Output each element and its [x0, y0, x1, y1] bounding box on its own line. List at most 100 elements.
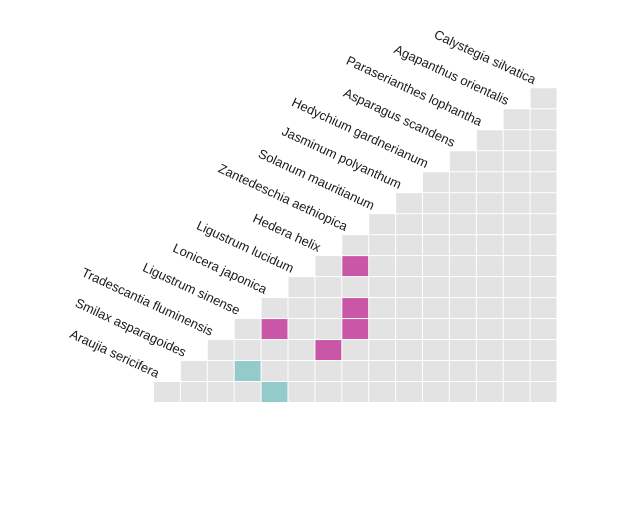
species-label-jasminum-polyanthum: Jasminum polyanthum: [280, 123, 404, 192]
heatmap-cell-solanum-mauritianum-hedera-helix: [369, 256, 396, 277]
heatmap-cell-zantedeschia-aethiopica-ligustrum-lucidum: [342, 277, 369, 298]
heatmap-cell-zantedeschia-aethiopica-hedera-helix: [342, 256, 369, 277]
heatmap-cell-agapanthus-orientalis-asparagus-scandens: [503, 151, 530, 172]
heatmap-cell-hedychium-gardnerianum-zantedeschia-aethiopica: [423, 235, 449, 256]
heatmap-cell-hedychium-gardnerianum-tradescantia-fluminensis: [423, 340, 449, 361]
heatmap-cell-hedychium-gardnerianum-araujia-sericifera: [423, 382, 449, 402]
heatmap-cell-calystegia-silvatica-smilax-asparagoides: [530, 361, 557, 382]
heatmap-cell-asparagus-scandens-asparagus-scandens: [449, 151, 476, 172]
heatmap-cell-ligustrum-sinense-tradescantia-fluminensis: [234, 340, 261, 361]
heatmap-cell-paraserianthes-lophantha-solanum-mauritianum: [476, 214, 503, 235]
heatmap-cell-paraserianthes-lophantha-ligustrum-sinense: [476, 319, 503, 340]
heatmap-cell-paraserianthes-lophantha-zantedeschia-aethiopica: [476, 235, 503, 256]
heatmap-cell-paraserianthes-lophantha-ligustrum-lucidum: [476, 277, 503, 298]
heatmap-cell-hedera-helix-hedera-helix: [315, 256, 342, 277]
heatmap-cell-solanum-mauritianum-tradescantia-fluminensis: [369, 340, 396, 361]
heatmap-cell-calystegia-silvatica-asparagus-scandens: [530, 151, 557, 172]
heatmap-cell-hedychium-gardnerianum-ligustrum-sinense: [423, 319, 449, 340]
heatmap-cell-hedera-helix-araujia-sericifera: [315, 382, 342, 402]
heatmap-cell-agapanthus-orientalis-hedychium-gardnerianum: [503, 172, 530, 193]
heatmap-cell-asparagus-scandens-araujia-sericifera: [449, 382, 476, 402]
heatmap-cell-lonicera-japonica-tradescantia-fluminensis: [261, 340, 288, 361]
heatmap-cell-paraserianthes-lophantha-tradescantia-fluminensis: [476, 340, 503, 361]
heatmap-cell-hedychium-gardnerianum-smilax-asparagoides: [423, 361, 449, 382]
heatmap-cell-asparagus-scandens-lonicera-japonica: [449, 298, 476, 319]
heatmap-cell-lonicera-japonica-smilax-asparagoides: [261, 361, 288, 382]
heatmap-cell-paraserianthes-lophantha-paraserianthes-lophantha: [476, 130, 503, 151]
heatmap-cell-jasminum-polyanthum-jasminum-polyanthum: [396, 193, 422, 214]
heatmap-cell-zantedeschia-aethiopica-lonicera-japonica: [342, 298, 369, 319]
heatmap-cell-lonicera-japonica-araujia-sericifera: [261, 382, 288, 402]
heatmap-cell-zantedeschia-aethiopica-tradescantia-fluminensis: [342, 340, 369, 361]
heatmap-cell-agapanthus-orientalis-paraserianthes-lophantha: [503, 130, 530, 151]
heatmap-cell-hedychium-gardnerianum-ligustrum-lucidum: [423, 277, 449, 298]
heatmap-cell-hedera-helix-tradescantia-fluminensis: [315, 340, 342, 361]
heatmap-cell-solanum-mauritianum-smilax-asparagoides: [369, 361, 396, 382]
heatmap-cell-agapanthus-orientalis-ligustrum-sinense: [503, 319, 530, 340]
heatmap-cell-hedychium-gardnerianum-lonicera-japonica: [423, 298, 449, 319]
heatmap-cell-calystegia-silvatica-zantedeschia-aethiopica: [530, 235, 557, 256]
heatmap-cell-calystegia-silvatica-calystegia-silvatica: [530, 88, 557, 109]
heatmap-cell-hedera-helix-ligustrum-sinense: [315, 319, 342, 340]
heatmap-cell-jasminum-polyanthum-smilax-asparagoides: [396, 361, 422, 382]
heatmap-cell-smilax-asparagoides-smilax-asparagoides: [180, 361, 207, 382]
heatmap-cell-calystegia-silvatica-araujia-sericifera: [530, 382, 557, 402]
heatmap-cell-solanum-mauritianum-zantedeschia-aethiopica: [369, 235, 396, 256]
heatmap-cell-calystegia-silvatica-agapanthus-orientalis: [530, 109, 557, 130]
heatmap-cell-agapanthus-orientalis-ligustrum-lucidum: [503, 277, 530, 298]
heatmap-cell-lonicera-japonica-ligustrum-sinense: [261, 319, 288, 340]
heatmap-cells: [154, 88, 557, 402]
heatmap-cell-paraserianthes-lophantha-hedychium-gardnerianum: [476, 172, 503, 193]
heatmap-cell-zantedeschia-aethiopica-zantedeschia-aethiopica: [342, 235, 369, 256]
heatmap-cell-hedera-helix-ligustrum-lucidum: [315, 277, 342, 298]
heatmap-cell-jasminum-polyanthum-tradescantia-fluminensis: [396, 340, 422, 361]
heatmap-cell-tradescantia-fluminensis-araujia-sericifera: [207, 382, 234, 402]
heatmap-cell-hedychium-gardnerianum-hedychium-gardnerianum: [423, 172, 449, 193]
heatmap-cell-agapanthus-orientalis-hedera-helix: [503, 256, 530, 277]
heatmap-cell-jasminum-polyanthum-solanum-mauritianum: [396, 214, 422, 235]
heatmap-cell-ligustrum-lucidum-lonicera-japonica: [288, 298, 315, 319]
heatmap-cell-calystegia-silvatica-hedera-helix: [530, 256, 557, 277]
heatmap-cell-araujia-sericifera-araujia-sericifera: [154, 382, 180, 402]
heatmap-cell-asparagus-scandens-hedera-helix: [449, 256, 476, 277]
heatmap-cell-calystegia-silvatica-paraserianthes-lophantha: [530, 130, 557, 151]
heatmap-cell-agapanthus-orientalis-tradescantia-fluminensis: [503, 340, 530, 361]
heatmap-cell-tradescantia-fluminensis-tradescantia-fluminensis: [207, 340, 234, 361]
heatmap-cell-tradescantia-fluminensis-smilax-asparagoides: [207, 361, 234, 382]
heatmap-cell-paraserianthes-lophantha-lonicera-japonica: [476, 298, 503, 319]
heatmap-cell-ligustrum-lucidum-ligustrum-sinense: [288, 319, 315, 340]
heatmap-cell-hedychium-gardnerianum-solanum-mauritianum: [423, 214, 449, 235]
heatmap-cell-asparagus-scandens-ligustrum-lucidum: [449, 277, 476, 298]
heatmap-cell-jasminum-polyanthum-araujia-sericifera: [396, 382, 422, 402]
heatmap-cell-zantedeschia-aethiopica-ligustrum-sinense: [342, 319, 369, 340]
heatmap-cell-agapanthus-orientalis-agapanthus-orientalis: [503, 109, 530, 130]
heatmap-cell-hedychium-gardnerianum-jasminum-polyanthum: [423, 193, 449, 214]
heatmap-cell-paraserianthes-lophantha-hedera-helix: [476, 256, 503, 277]
heatmap-cell-calystegia-silvatica-hedychium-gardnerianum: [530, 172, 557, 193]
heatmap-cell-calystegia-silvatica-tradescantia-fluminensis: [530, 340, 557, 361]
heatmap-cell-ligustrum-sinense-araujia-sericifera: [234, 382, 261, 402]
heatmap-cell-solanum-mauritianum-ligustrum-lucidum: [369, 277, 396, 298]
species-label-solanum-mauritianum: Solanum mauritianum: [256, 146, 377, 213]
heatmap-cell-hedychium-gardnerianum-hedera-helix: [423, 256, 449, 277]
heatmap-cell-asparagus-scandens-smilax-asparagoides: [449, 361, 476, 382]
heatmap-cell-paraserianthes-lophantha-asparagus-scandens: [476, 151, 503, 172]
heatmap-cell-asparagus-scandens-zantedeschia-aethiopica: [449, 235, 476, 256]
heatmap-cell-zantedeschia-aethiopica-smilax-asparagoides: [342, 361, 369, 382]
heatmap-cell-ligustrum-lucidum-smilax-asparagoides: [288, 361, 315, 382]
heatmap-cell-jasminum-polyanthum-hedera-helix: [396, 256, 422, 277]
heatmap-cell-jasminum-polyanthum-ligustrum-sinense: [396, 319, 422, 340]
heatmap-cell-solanum-mauritianum-araujia-sericifera: [369, 382, 396, 402]
heatmap-cell-calystegia-silvatica-ligustrum-sinense: [530, 319, 557, 340]
heatmap-cell-lonicera-japonica-lonicera-japonica: [261, 298, 288, 319]
heatmap-cell-paraserianthes-lophantha-smilax-asparagoides: [476, 361, 503, 382]
heatmap-cell-solanum-mauritianum-ligustrum-sinense: [369, 319, 396, 340]
heatmap-cell-solanum-mauritianum-lonicera-japonica: [369, 298, 396, 319]
heatmap-cell-agapanthus-orientalis-zantedeschia-aethiopica: [503, 235, 530, 256]
heatmap-cell-ligustrum-sinense-smilax-asparagoides: [234, 361, 261, 382]
heatmap-cell-smilax-asparagoides-araujia-sericifera: [180, 382, 207, 402]
heatmap-cell-agapanthus-orientalis-solanum-mauritianum: [503, 214, 530, 235]
heatmap-cell-ligustrum-sinense-ligustrum-sinense: [234, 319, 261, 340]
